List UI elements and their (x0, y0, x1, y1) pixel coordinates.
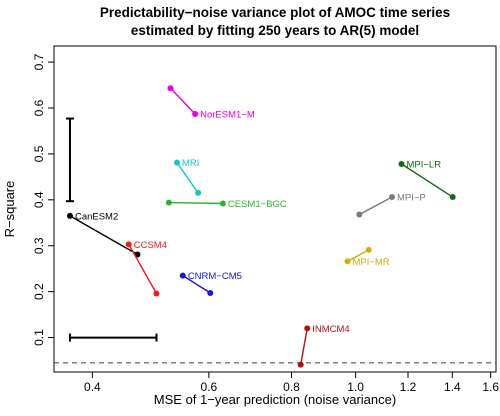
data-point-cnrm-cm5-1 (207, 290, 214, 297)
y-tick-label-2: 0.3 (32, 237, 46, 254)
series-line-mpi-mr (347, 249, 370, 262)
data-point-noresm1-m-0 (167, 85, 174, 92)
data-point-mpi-mr-1 (365, 246, 372, 253)
series-line-mpi-p (359, 196, 393, 216)
x-tick-label-3: 1.0 (347, 380, 364, 394)
series-label-mpi-p: MPI−P (397, 193, 426, 204)
y-tick-label-3: 0.4 (32, 191, 46, 208)
data-point-cnrm-cm5-0 (179, 272, 186, 279)
series-label-mpi-lr: MPI−LR (406, 160, 441, 171)
data-point-mri-0 (173, 159, 180, 166)
x-tick-label-4: 1.2 (400, 380, 417, 394)
data-point-inmcm4-0 (297, 361, 304, 368)
series-label-inmcm4: INMCM4 (312, 324, 349, 335)
series-label-cesm1-bgc: CESM1−BGC (228, 199, 287, 210)
data-point-mpi-lr-0 (398, 161, 405, 168)
series-line-cesm1-bgc (168, 201, 223, 205)
data-point-inmcm4-1 (304, 325, 311, 332)
x-tick-label-0: 0.4 (84, 380, 101, 394)
y-tick-label-1: 0.2 (32, 283, 46, 300)
plot-layer: NorESM1−M MRI CESM1−BGC CanESM2 CCSM4 CNRM−CM… (54, 85, 496, 368)
data-point-cesm1-bgc-0 (165, 199, 172, 206)
data-point-cesm1-bgc-1 (219, 200, 226, 207)
data-point-mpi-p-1 (389, 194, 396, 201)
data-point-canesm2-0 (66, 212, 73, 219)
x-tick-label-5: 1.4 (444, 380, 461, 394)
series-line-mri (176, 162, 199, 194)
series-line-inmcm4 (300, 328, 308, 365)
series-label-canesm2: CanESM2 (75, 211, 118, 222)
series-line-cnrm-cm5 (182, 274, 211, 294)
series-label-mri: MRI (182, 158, 199, 169)
x-axis-title: MSE of 1−year prediction (noise variance… (154, 392, 396, 407)
series-label-noresm1-m: NorESM1−M (200, 109, 255, 120)
series-label-ccsm4: CCSM4 (134, 240, 167, 251)
series-line-noresm1-m (169, 87, 196, 115)
series-line-canesm2 (69, 215, 138, 256)
data-point-mri-1 (195, 189, 202, 196)
data-point-noresm1-m-1 (192, 110, 199, 117)
data-point-mpi-lr-1 (449, 194, 456, 201)
y-tick-label-6: 0.7 (32, 53, 46, 70)
y-axis: 0.1 0.2 0.3 0.4 0.5 0.6 0.7 (32, 53, 54, 346)
data-point-ccsm4-1 (153, 290, 160, 297)
series-line-ccsm4 (128, 244, 158, 294)
series-line-mpi-lr (401, 163, 454, 198)
data-point-mpi-p-0 (356, 211, 363, 218)
plot-frame (53, 45, 497, 373)
x-tick-label-2: 0.8 (283, 380, 300, 394)
y-tick-label-0: 0.1 (32, 329, 46, 346)
chart-title-line-1: Predictability−noise variance plot of AM… (100, 5, 450, 20)
chart-title-line-2: estimated by fitting 250 years to AR(5) … (131, 23, 419, 38)
y-axis-title: R−square (2, 181, 17, 238)
x-axis: 0.4 0.6 0.8 1.0 1.2 1.4 1.6 (84, 372, 499, 394)
data-point-mpi-mr-0 (344, 258, 351, 265)
data-point-ccsm4-0 (125, 241, 132, 248)
series-label-mpi-mr: MPI−MR (352, 257, 389, 268)
x-tick-label-1: 0.6 (201, 380, 218, 394)
x-tick-label-6: 1.6 (482, 380, 499, 394)
y-tick-label-4: 0.5 (32, 145, 46, 162)
y-tick-label-5: 0.6 (32, 99, 46, 116)
series-label-cnrm-cm5: CNRM−CM5 (188, 271, 242, 282)
